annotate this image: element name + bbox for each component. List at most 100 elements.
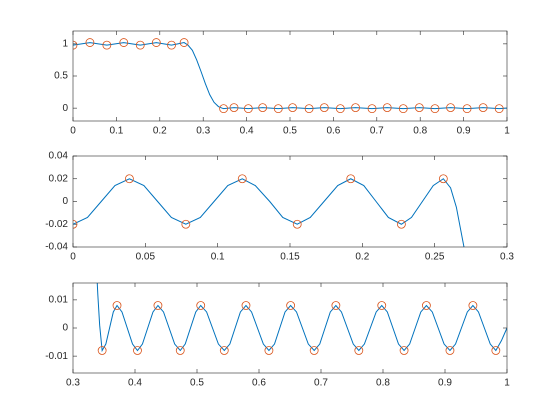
marker bbox=[258, 103, 268, 113]
marker bbox=[133, 346, 142, 355]
x-tick-label: 0.9 bbox=[438, 378, 452, 389]
marker bbox=[112, 301, 122, 310]
marker bbox=[119, 38, 129, 47]
marker bbox=[421, 301, 431, 310]
y-tick-label: 0.01 bbox=[49, 295, 69, 306]
marker bbox=[167, 40, 176, 50]
plot-area bbox=[73, 31, 507, 121]
marker bbox=[438, 174, 448, 184]
plot-area bbox=[73, 156, 507, 247]
x-tick-label: 0.6 bbox=[326, 126, 340, 137]
x-tick-label: 0.1 bbox=[109, 126, 123, 137]
x-tick-label: 0.8 bbox=[376, 378, 390, 389]
marker bbox=[85, 38, 95, 47]
marker bbox=[219, 104, 228, 114]
marker bbox=[102, 40, 112, 50]
x-tick-label: 0.9 bbox=[457, 126, 471, 137]
x-tick-label: 0.25 bbox=[425, 252, 445, 263]
x-tick-label: 0.6 bbox=[252, 378, 266, 389]
marker bbox=[73, 40, 78, 50]
marker bbox=[367, 104, 377, 114]
x-tick-label: 0 bbox=[70, 126, 76, 137]
marker bbox=[243, 104, 253, 114]
marker bbox=[396, 219, 406, 229]
marker bbox=[179, 38, 189, 47]
plot-area bbox=[73, 283, 507, 373]
marker bbox=[304, 104, 314, 114]
marker bbox=[398, 104, 408, 114]
x-tick-label: 0.8 bbox=[413, 126, 427, 137]
marker bbox=[462, 104, 472, 114]
marker bbox=[97, 346, 107, 355]
x-tick-label: 0.4 bbox=[128, 378, 142, 389]
x-tick-label: 1 bbox=[504, 126, 510, 137]
x-tick-label: 0.5 bbox=[190, 378, 204, 389]
plot-content bbox=[73, 174, 465, 247]
marker bbox=[478, 103, 488, 113]
axes: 0 0.05 0.1 0.15 0.2 0.25 0.3 -0.04 -0.02 0 0.02 0.0… bbox=[45, 151, 514, 263]
x-tick-label: 0.3 bbox=[196, 126, 210, 137]
marker bbox=[273, 104, 283, 114]
marker bbox=[73, 219, 78, 229]
marker bbox=[319, 103, 329, 113]
y-tick-label: 0 bbox=[62, 103, 68, 114]
marker bbox=[292, 219, 302, 229]
marker bbox=[445, 346, 455, 355]
marker bbox=[229, 103, 239, 113]
marker bbox=[151, 38, 161, 47]
axes: 0 0.1 0.2 0.3 0.4 0.5 0.6 0.7 0.8 0.9 1 0 0.5 1 bbox=[54, 30, 510, 137]
x-tick-label: 0.2 bbox=[355, 252, 369, 263]
line bbox=[73, 178, 465, 247]
marker bbox=[491, 346, 501, 355]
x-tick-label: 0.7 bbox=[370, 126, 384, 137]
marker bbox=[494, 104, 504, 114]
marker bbox=[286, 301, 296, 310]
plot-content bbox=[73, 38, 507, 114]
marker bbox=[354, 346, 364, 355]
y-tick-label: 0.04 bbox=[49, 151, 69, 162]
marker bbox=[335, 104, 345, 114]
marker bbox=[351, 103, 360, 113]
marker bbox=[288, 103, 298, 113]
y-tick-label: 0 bbox=[62, 196, 68, 207]
marker bbox=[264, 346, 274, 355]
x-tick-label: 0.3 bbox=[500, 252, 514, 263]
y-tick-label: 0.02 bbox=[49, 173, 69, 184]
marker bbox=[430, 104, 440, 114]
y-tick-label: 1 bbox=[62, 38, 68, 49]
marker bbox=[219, 346, 229, 355]
marker bbox=[309, 346, 319, 355]
marker bbox=[153, 301, 163, 310]
marker bbox=[468, 301, 478, 310]
y-tick-label: -0.01 bbox=[45, 351, 68, 362]
marker bbox=[446, 103, 455, 113]
axes-box bbox=[72, 282, 508, 374]
x-tick-label: 0.7 bbox=[314, 378, 328, 389]
marker bbox=[125, 174, 134, 184]
y-tick-label: -0.02 bbox=[45, 219, 68, 230]
plot-content bbox=[96, 283, 507, 355]
x-tick-label: 0.5 bbox=[283, 126, 297, 137]
x-tick-label: 0.4 bbox=[240, 126, 254, 137]
marker bbox=[181, 219, 191, 229]
marker bbox=[237, 174, 247, 184]
x-tick-label: 0 bbox=[70, 252, 76, 263]
x-tick-label: 0.05 bbox=[136, 252, 156, 263]
marker bbox=[196, 301, 206, 310]
marker bbox=[135, 40, 145, 50]
x-tick-label: 0.3 bbox=[66, 378, 80, 389]
axes-box bbox=[72, 155, 508, 248]
marker bbox=[346, 174, 356, 184]
y-tick-label: 0 bbox=[62, 323, 68, 334]
axes: 0.3 0.4 0.5 0.6 0.7 0.8 0.9 1 -0.01 0 0.01 bbox=[45, 282, 510, 389]
marker bbox=[414, 103, 424, 113]
marker bbox=[377, 301, 387, 310]
x-tick-label: 1 bbox=[504, 378, 510, 389]
y-tick-label: -0.04 bbox=[45, 242, 68, 253]
x-tick-label: 0.1 bbox=[211, 252, 225, 263]
x-tick-label: 0.2 bbox=[153, 126, 167, 137]
axes-box bbox=[72, 30, 508, 122]
x-tick-label: 0.15 bbox=[280, 252, 300, 263]
marker bbox=[241, 301, 251, 310]
